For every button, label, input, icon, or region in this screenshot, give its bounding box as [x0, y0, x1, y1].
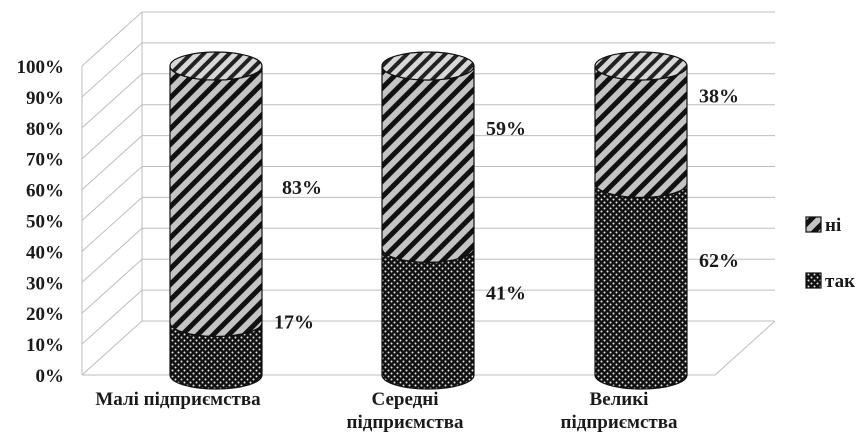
x-tick-label: Великі підприємства — [561, 389, 678, 433]
gridline-side — [81, 289, 143, 345]
gridline-side — [81, 227, 143, 283]
floor-right-edge — [714, 320, 776, 376]
gridline-side — [81, 73, 143, 129]
y-tick-label: 70% — [26, 150, 64, 171]
bar-segment-ні — [381, 65, 475, 263]
y-axis: 0% 10% 20% 30% 40% 50% 60% 70% 80% 90% 100% — [17, 57, 65, 387]
y-tick-label: 40% — [26, 242, 64, 263]
y-tick-label: 0% — [36, 366, 65, 387]
y-tick-label: 60% — [26, 181, 64, 202]
legend-item: ні — [805, 215, 841, 236]
bar-segment-так — [594, 183, 688, 390]
x-axis: Малі підприємства Середні підприємства Вели… — [95, 389, 678, 433]
segment-boundary — [169, 322, 263, 337]
gridline-side — [81, 104, 143, 160]
gridline-side — [81, 197, 143, 252]
gridline-side — [81, 135, 143, 190]
segment-boundary — [381, 248, 475, 263]
x-tick-label: Малі підприємства — [95, 389, 261, 410]
y-tick-label: 90% — [26, 88, 64, 109]
data-label: 62% — [699, 250, 739, 272]
bar-segment-ні — [594, 65, 688, 199]
y-tick-label: 10% — [26, 335, 64, 356]
y-tick-label: 30% — [26, 273, 64, 294]
gridline-side — [81, 11, 143, 67]
gridline-side — [81, 320, 143, 376]
y-tick-label: 50% — [26, 212, 64, 233]
data-label: 41% — [486, 283, 526, 305]
gridline-side — [81, 42, 143, 98]
legend-item: так — [805, 271, 855, 292]
bar-segment-ні — [169, 65, 263, 338]
data-label: 59% — [486, 118, 526, 140]
segment-boundary — [594, 183, 688, 198]
y-tick-label: 100% — [17, 57, 65, 78]
y-tick-label: 20% — [26, 304, 64, 325]
data-label: 83% — [282, 177, 322, 199]
data-labels: 17% 83% 41% 59% 62% 38% — [274, 86, 739, 334]
bar-top-cap — [381, 51, 475, 81]
bar-top-cap — [594, 51, 688, 81]
bar-top-cap — [169, 51, 263, 81]
x-tick-label: Середні підприємства — [347, 389, 464, 433]
legend-swatch — [805, 272, 822, 289]
data-label: 17% — [274, 311, 314, 333]
plot-area — [169, 51, 688, 390]
legend: ні так — [805, 215, 855, 292]
gridline-side — [81, 166, 143, 221]
legend-swatch — [805, 216, 822, 233]
legend-label: так — [825, 271, 855, 292]
data-label: 38% — [699, 86, 739, 108]
y-tick-label: 80% — [26, 119, 64, 140]
bar-segment-так — [381, 248, 475, 390]
gridline-side — [81, 258, 143, 314]
legend-label: ні — [825, 215, 841, 236]
